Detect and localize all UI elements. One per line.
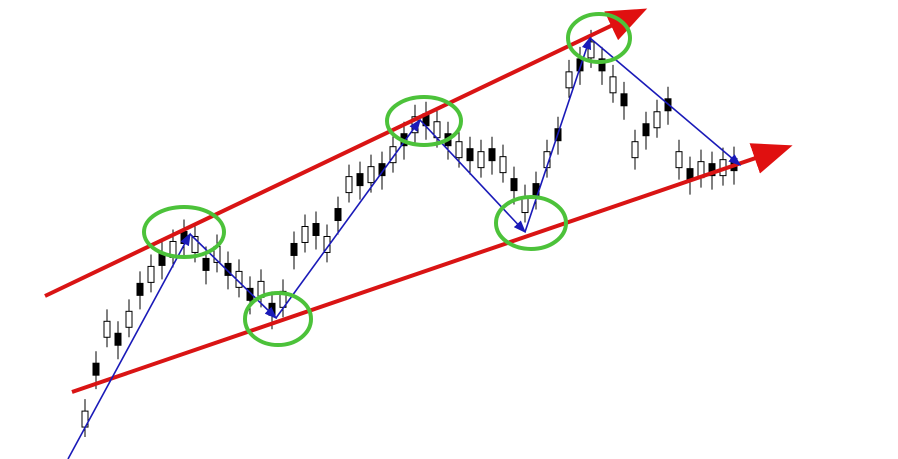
- candle-body: [378, 163, 386, 177]
- upper-trend-line: [44, 8, 648, 298]
- candle-body: [653, 111, 661, 129]
- candle-body: [312, 223, 320, 236]
- candle-body: [565, 71, 573, 89]
- pivot-circle: [142, 205, 226, 259]
- pivot-circle: [566, 12, 632, 64]
- candle-body: [92, 362, 100, 376]
- candle-body: [147, 265, 155, 283]
- annotations: [44, 8, 793, 459]
- candle-body: [675, 151, 683, 169]
- zigzag-leg: [67, 232, 191, 459]
- candle-body: [642, 123, 650, 137]
- candle-body: [620, 93, 628, 107]
- pivot-circle: [243, 291, 313, 347]
- candle-body: [202, 257, 210, 271]
- candle-body: [356, 173, 364, 187]
- candle-body: [499, 156, 507, 174]
- candle-body: [246, 287, 254, 301]
- candle-body: [103, 320, 111, 338]
- lower-trend-line: [71, 143, 793, 394]
- zigzag-leg: [524, 36, 591, 233]
- candle-body: [191, 235, 199, 253]
- candle-body: [136, 282, 144, 296]
- zigzag-leg: [419, 119, 527, 234]
- zigzag: [67, 36, 742, 459]
- pivot-circles: [142, 12, 632, 347]
- candle-body: [598, 58, 606, 72]
- candle-body: [609, 76, 617, 94]
- candle-body: [114, 332, 122, 346]
- pivot-circle: [385, 95, 463, 147]
- candle-body: [367, 166, 375, 184]
- candle-body: [477, 151, 485, 169]
- candle-body: [631, 141, 639, 159]
- candle-body: [488, 148, 496, 162]
- candle-body: [345, 176, 353, 194]
- candles: [81, 29, 738, 438]
- candle-body: [334, 208, 342, 222]
- candle-body: [224, 262, 232, 276]
- candle-body: [290, 242, 298, 256]
- candle-body: [455, 141, 463, 159]
- candle-body: [510, 178, 518, 192]
- candle-body: [466, 148, 474, 162]
- zigzag-leg: [275, 118, 421, 319]
- candle-body: [708, 163, 716, 177]
- candle-body: [389, 146, 397, 164]
- candle-body: [301, 226, 309, 243]
- candle-body: [587, 41, 595, 59]
- candle-body: [125, 310, 133, 328]
- pivot-circle: [494, 195, 568, 251]
- zigzag-leg: [189, 233, 278, 320]
